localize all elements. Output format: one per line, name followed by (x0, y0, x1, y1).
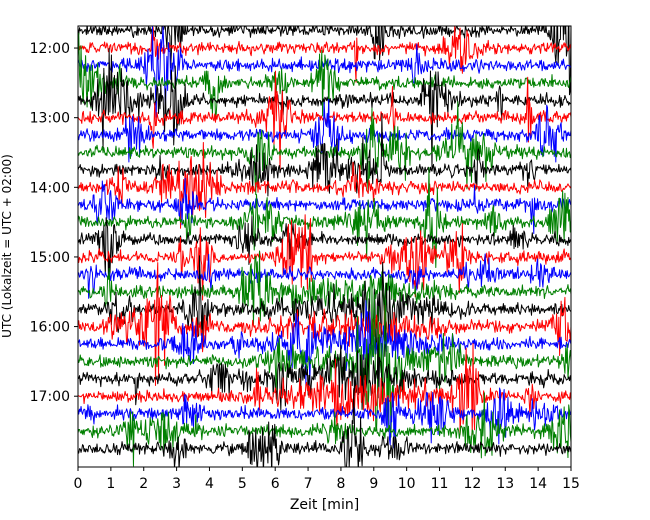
seismogram-trace (78, 113, 571, 197)
seismogram-trace (78, 141, 571, 229)
seismogram-trace (78, 337, 571, 411)
seismogram-trace (78, 167, 571, 268)
x-axis: 0 1 2 3 4 5 6 7 8 9 10 11 12 13 14 15 (74, 467, 580, 492)
seismogram-trace (78, 392, 571, 467)
x-tick-label: 11 (431, 476, 449, 492)
x-tick-label: 3 (172, 476, 181, 492)
x-tick-label: 13 (496, 476, 514, 492)
y-tick-label: 13:00 (30, 111, 70, 127)
x-tick-label: 1 (106, 476, 115, 492)
x-tick-label: 9 (369, 476, 378, 492)
seismogram-trace (78, 387, 571, 449)
x-tick-label: 5 (238, 476, 247, 492)
y-tick-label: 16:00 (30, 320, 70, 336)
x-tick-label: 6 (271, 476, 280, 492)
seismogram-trace (78, 262, 571, 386)
seismogram-trace (78, 388, 571, 467)
x-tick-label: 15 (562, 476, 580, 492)
seismogram-trace (78, 214, 571, 301)
y-tick-label: 15:00 (30, 250, 70, 266)
y-tick-label: 12:00 (30, 41, 70, 57)
x-tick-label: 4 (205, 476, 214, 492)
seismogram-trace (78, 32, 571, 120)
seismogram-trace (78, 48, 571, 170)
x-tick-label: 7 (304, 476, 313, 492)
x-tick-label: 10 (398, 476, 416, 492)
x-tick-label: 0 (74, 476, 83, 492)
x-tick-label: 12 (463, 476, 481, 492)
y-tick-label: 17:00 (30, 389, 70, 405)
y-axis: 12:00 13:00 14:00 15:00 16:00 17:00 (30, 41, 78, 405)
seismogram-trace (78, 177, 571, 235)
seismogram-trace (78, 215, 571, 277)
plot-frame (77, 25, 572, 468)
seismogram-trace (78, 287, 571, 438)
seismogram-trace (78, 253, 571, 299)
y-axis-label: UTC (Lokalzeit = UTC + 02:00) (0, 154, 14, 338)
seismogram-trace (78, 26, 571, 96)
x-tick-label: 14 (529, 476, 547, 492)
y-tick-label: 14:00 (30, 180, 70, 196)
seismogram-trace (78, 300, 571, 387)
x-axis-label: Zeit [min] (290, 497, 359, 513)
seismogram-trace (78, 26, 571, 83)
trace-group (78, 26, 571, 467)
x-tick-label: 8 (336, 476, 345, 492)
x-tick-label: 2 (139, 476, 148, 492)
seismogram-trace (78, 343, 571, 435)
seismogram-trace (78, 98, 571, 163)
seismogram-trace (78, 250, 571, 325)
